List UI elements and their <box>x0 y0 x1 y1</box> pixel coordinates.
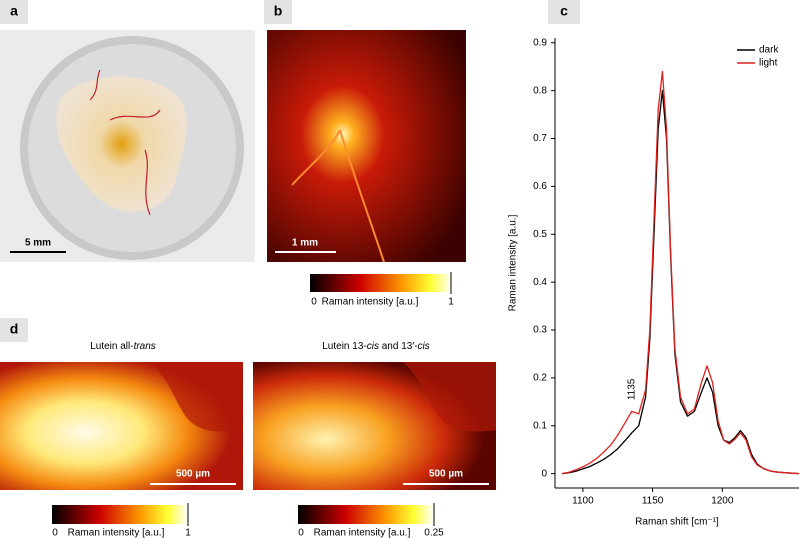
y-tick-label: 0.4 <box>533 277 547 288</box>
panel-label-box <box>0 318 28 342</box>
colorbar-label: Raman intensity [a.u.] <box>314 528 411 538</box>
y-tick-label: 0.2 <box>533 373 547 384</box>
title-part: trans <box>134 341 156 352</box>
title-part: cis <box>367 341 379 352</box>
y-tick-label: 0.6 <box>533 181 547 192</box>
series-line <box>561 90 800 475</box>
map-dark-region <box>403 362 496 432</box>
peak-annotation: 1135 <box>626 378 637 400</box>
colorbar-label: Raman intensity [a.u.] <box>322 297 419 308</box>
x-axis-label: Raman shift [cm⁻¹] <box>635 517 719 528</box>
colorbar-max: 0.25 <box>424 528 444 538</box>
series-line <box>561 70 800 475</box>
x-tick-label: 1100 <box>572 496 594 507</box>
y-tick-label: 0.5 <box>533 229 547 240</box>
legend-label: dark <box>759 45 779 56</box>
panel-label: b <box>274 3 283 19</box>
x-tick-label: 1200 <box>711 496 734 507</box>
panel-label-box <box>264 0 292 24</box>
colorbar-min: 0 <box>311 297 317 308</box>
tissue <box>56 76 187 212</box>
panel-label: a <box>10 3 18 19</box>
title-part: cis <box>418 341 430 352</box>
x-tick-label: 1150 <box>642 496 664 507</box>
y-tick-label: 0.7 <box>533 133 547 144</box>
panel-label-box <box>548 0 580 24</box>
vessels <box>89 69 161 216</box>
scale-bar-label: 5 mm <box>25 238 51 249</box>
panel-label: c <box>560 3 568 19</box>
title-part: Lutein all- <box>90 341 133 352</box>
y-axis-label: Raman intensity [a.u.] <box>508 214 519 311</box>
colorbar <box>298 505 434 524</box>
map-title: Lutein all-trans <box>90 341 156 352</box>
maps: Lutein all-trans 500 µm 0 Raman intensity [… <box>0 341 496 538</box>
title-part: and 13′- <box>379 341 418 352</box>
y-tick-label: 0.3 <box>533 325 547 336</box>
y-tick-label: 0.9 <box>533 37 547 48</box>
colorbar-min: 0 <box>298 528 304 538</box>
scale-bar-label: 500 µm <box>176 469 210 480</box>
colorbar-max: 1 <box>448 297 454 308</box>
legend-label: light <box>759 58 778 69</box>
map-title: Lutein 13-cis and 13′-cis <box>322 341 430 352</box>
colorbar-max: 1 <box>185 528 191 538</box>
colorbar <box>52 505 188 524</box>
panel-label-box <box>0 0 28 24</box>
colorbar-label: Raman intensity [a.u.] <box>68 528 165 538</box>
y-tick-label: 0 <box>541 468 547 479</box>
title-part: Lutein 13- <box>322 341 366 352</box>
y-tick-label: 0.1 <box>533 420 547 431</box>
panel-label: d <box>10 321 19 337</box>
raman-image <box>267 30 466 262</box>
map-dark-region <box>150 362 243 432</box>
line-chart: 0 0.1 0.2 0.3 0.4 0.5 0.6 0.7 0.8 0.9 1100 1150 1200… <box>508 37 800 528</box>
colorbar-min: 0 <box>52 528 58 538</box>
y-tick-label: 0.8 <box>533 85 547 96</box>
colorbar <box>310 274 452 292</box>
scale-bar-label: 500 µm <box>429 469 463 480</box>
vessel-signal <box>291 129 385 263</box>
scale-bar-label: 1 mm <box>292 238 318 249</box>
